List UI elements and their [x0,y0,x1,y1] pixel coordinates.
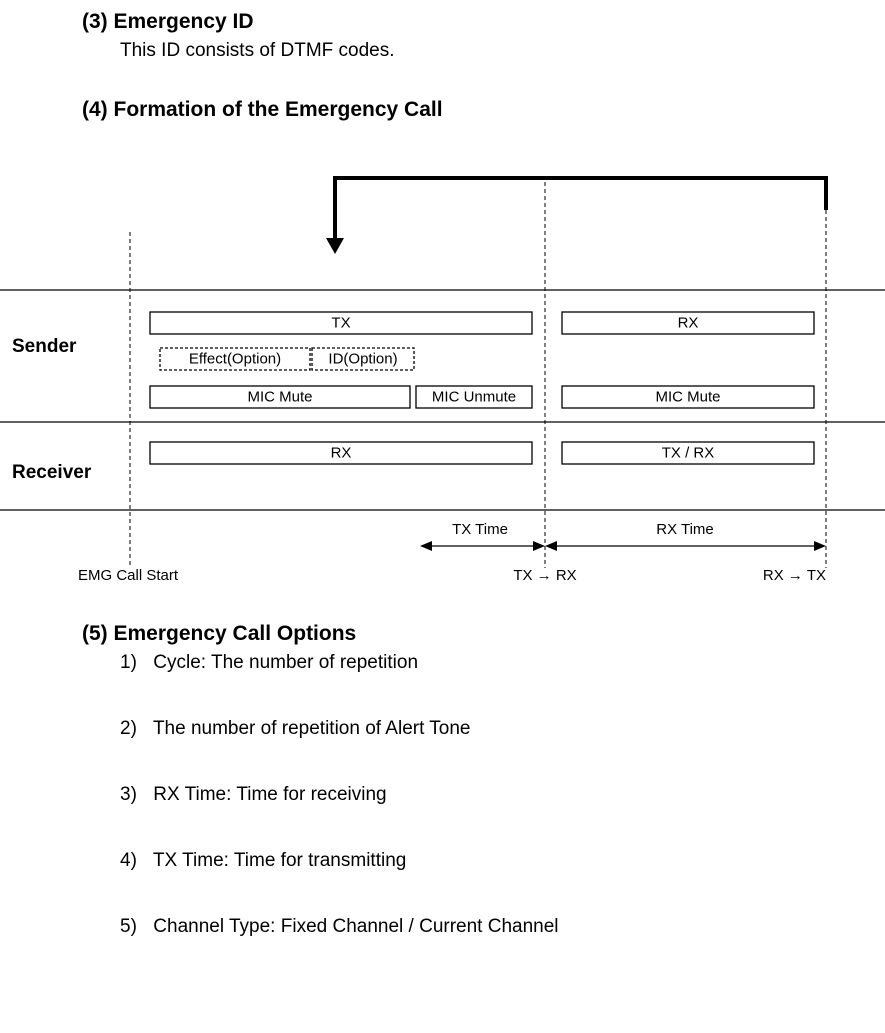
section-3-heading: (3) Emergency ID [82,10,885,34]
bottom-label-emg-start: EMG Call Start [78,567,179,584]
feedback-loop-line [335,178,826,250]
section-5-heading: (5) Emergency Call Options [82,622,885,646]
diagram-box-label-mic_mute2: MIC Mute [655,389,720,406]
time-arrow-left-rx-time [545,541,557,551]
emergency-call-diagram: Sender Receiver TX RX Effect(Option) ID(Optio… [0,152,885,592]
diagram-box-label-tx: TX [331,315,350,332]
option-4: 4) TX Time: Time for transmitting [120,850,885,872]
option-3-num: 3) [120,784,148,806]
time-arrow-left-tx-time [420,541,432,551]
time-arrow-label-tx-time: TX Time [452,521,508,538]
diagram-box-label-txrx: TX / RX [662,445,715,462]
option-2-text: The number of repetition of Alert Tone [153,718,471,739]
time-arrow-label-rx-time: RX Time [656,521,714,538]
page: (3) Emergency ID This ID consists of DTM… [0,0,885,938]
diagram-box-label-mic_mute1: MIC Mute [247,389,312,406]
time-arrow-right-rx-time [814,541,826,551]
option-2: 2) The number of repetition of Alert Ton… [120,718,885,740]
option-3: 3) RX Time: Time for receiving [120,784,885,806]
option-1-text: Cycle: The number of repetition [153,652,418,673]
bottom-label-rx-to-tx: RX → TX [763,567,826,584]
diagram-box-label-rx_top: RX [678,315,699,332]
option-5: 5) Channel Type: Fixed Channel / Current… [120,916,885,938]
option-1: 1) Cycle: The number of repetition [120,652,885,674]
option-4-text: TX Time: Time for transmitting [153,850,406,871]
option-5-num: 5) [120,916,148,938]
diagram-box-label-id: ID(Option) [328,351,397,368]
diagram-svg: Sender Receiver TX RX Effect(Option) ID(Optio… [0,152,885,592]
diagram-box-label-rx_bot: RX [331,445,352,462]
option-1-num: 1) [120,652,148,674]
option-4-num: 4) [120,850,148,872]
diagram-box-label-effect: Effect(Option) [189,351,281,368]
time-arrow-right-tx-time [533,541,545,551]
section-4-heading: (4) Formation of the Emergency Call [82,98,885,122]
option-5-text: Channel Type: Fixed Channel / Current Ch… [153,916,558,937]
option-2-num: 2) [120,718,148,740]
bottom-label-tx-to-rx: TX → RX [513,567,576,584]
diagram-box-label-mic_unmute: MIC Unmute [432,389,516,406]
row-label-sender: Sender [12,336,77,357]
row-label-receiver: Receiver [12,462,92,483]
section-3-body: This ID consists of DTMF codes. [120,40,885,62]
feedback-loop-arrowhead [326,238,344,254]
option-3-text: RX Time: Time for receiving [153,784,386,805]
